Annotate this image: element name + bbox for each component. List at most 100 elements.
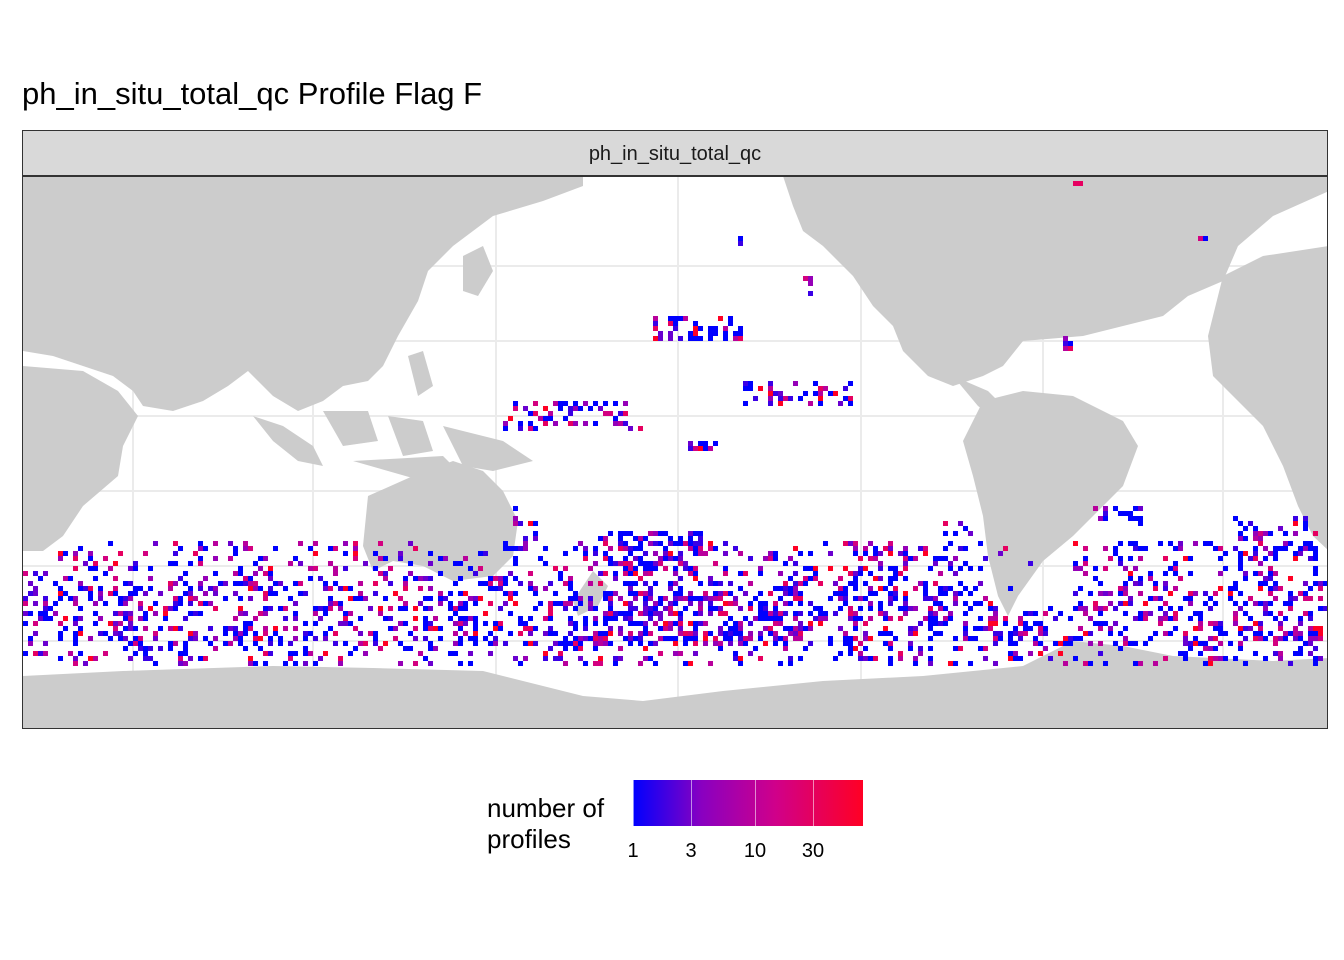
profile-cell xyxy=(423,576,428,581)
profile-cell xyxy=(58,656,63,661)
profile-cell xyxy=(1243,571,1248,576)
profile-cell xyxy=(1178,546,1183,551)
profile-cell xyxy=(243,626,248,631)
profile-cell xyxy=(908,626,913,631)
profile-cell xyxy=(1153,586,1158,591)
profile-cell xyxy=(778,621,783,626)
profile-cell xyxy=(713,561,718,566)
profile-cell xyxy=(473,601,478,606)
profile-cell xyxy=(563,601,568,606)
profile-cell xyxy=(428,551,433,556)
profile-cell xyxy=(868,656,873,661)
profile-cell xyxy=(323,611,328,616)
profile-cell xyxy=(1208,596,1213,601)
profile-cell xyxy=(638,661,643,666)
profile-cell xyxy=(253,616,258,621)
profile-cell xyxy=(868,616,873,621)
profile-cell xyxy=(653,531,658,536)
profile-cell xyxy=(1103,506,1108,511)
profile-cell xyxy=(798,626,803,631)
profile-cell xyxy=(698,531,703,536)
profile-cell xyxy=(568,406,573,411)
profile-cell xyxy=(1008,656,1013,661)
profile-cell xyxy=(693,611,698,616)
profile-cell xyxy=(918,546,923,551)
profile-cell xyxy=(1308,631,1313,636)
profile-cell xyxy=(68,596,73,601)
profile-cell xyxy=(603,536,608,541)
profile-cell xyxy=(773,551,778,556)
profile-cell xyxy=(198,581,203,586)
profile-cell xyxy=(963,621,968,626)
profile-cell xyxy=(683,561,688,566)
profile-cell xyxy=(688,661,693,666)
profile-cell xyxy=(668,586,673,591)
profile-cell xyxy=(438,626,443,631)
profile-cell xyxy=(488,581,493,586)
profile-cell xyxy=(708,596,713,601)
profile-cell xyxy=(688,541,693,546)
profile-cell xyxy=(568,421,573,426)
profile-cell xyxy=(313,541,318,546)
profile-cell xyxy=(928,646,933,651)
profile-cell xyxy=(458,601,463,606)
profile-cell xyxy=(1118,586,1123,591)
profile-cell xyxy=(1258,531,1263,536)
profile-cell xyxy=(643,646,648,651)
profile-cell xyxy=(603,616,608,621)
profile-cell xyxy=(58,591,63,596)
profile-cell xyxy=(543,616,548,621)
profile-cell xyxy=(1178,651,1183,656)
profile-cell xyxy=(1218,571,1223,576)
profile-cell xyxy=(1243,576,1248,581)
profile-cell xyxy=(768,556,773,561)
profile-cell xyxy=(658,541,663,546)
profile-cell xyxy=(563,401,568,406)
profile-cell xyxy=(233,571,238,576)
profile-cell xyxy=(178,626,183,631)
profile-cell xyxy=(623,571,628,576)
profile-cell xyxy=(1018,621,1023,626)
profile-cell xyxy=(768,381,773,386)
profile-cell xyxy=(1183,556,1188,561)
profile-cell xyxy=(148,656,153,661)
profile-cell xyxy=(1068,346,1073,351)
profile-cell xyxy=(1313,636,1318,641)
profile-cell xyxy=(853,646,858,651)
profile-cell xyxy=(753,616,758,621)
profile-cell xyxy=(598,536,603,541)
profile-cell xyxy=(718,591,723,596)
profile-cell xyxy=(653,661,658,666)
facet-strip-label: ph_in_situ_total_qc xyxy=(22,130,1328,175)
profile-cell xyxy=(798,636,803,641)
profile-cell xyxy=(1088,661,1093,666)
profile-cell xyxy=(908,631,913,636)
profile-cell xyxy=(1083,546,1088,551)
profile-cell xyxy=(798,631,803,636)
profile-cell xyxy=(1228,641,1233,646)
profile-cell xyxy=(953,596,958,601)
land-africa xyxy=(23,366,138,551)
profile-cell xyxy=(693,626,698,631)
profile-cell xyxy=(928,626,933,631)
profile-cell xyxy=(693,566,698,571)
profile-cell xyxy=(213,586,218,591)
profile-cell xyxy=(793,636,798,641)
profile-cell xyxy=(808,621,813,626)
profile-cell xyxy=(673,541,678,546)
profile-cell xyxy=(1148,611,1153,616)
profile-cell xyxy=(1258,541,1263,546)
profile-cell xyxy=(318,616,323,621)
profile-cell xyxy=(618,411,623,416)
profile-cell xyxy=(1303,521,1308,526)
profile-cell xyxy=(448,606,453,611)
profile-cell xyxy=(778,616,783,621)
profile-cell xyxy=(83,586,88,591)
profile-cell xyxy=(393,591,398,596)
profile-cell xyxy=(1018,616,1023,621)
profile-cell xyxy=(708,541,713,546)
profile-cell xyxy=(198,586,203,591)
profile-cell xyxy=(1288,606,1293,611)
profile-cell xyxy=(673,321,678,326)
profile-cell xyxy=(843,541,848,546)
